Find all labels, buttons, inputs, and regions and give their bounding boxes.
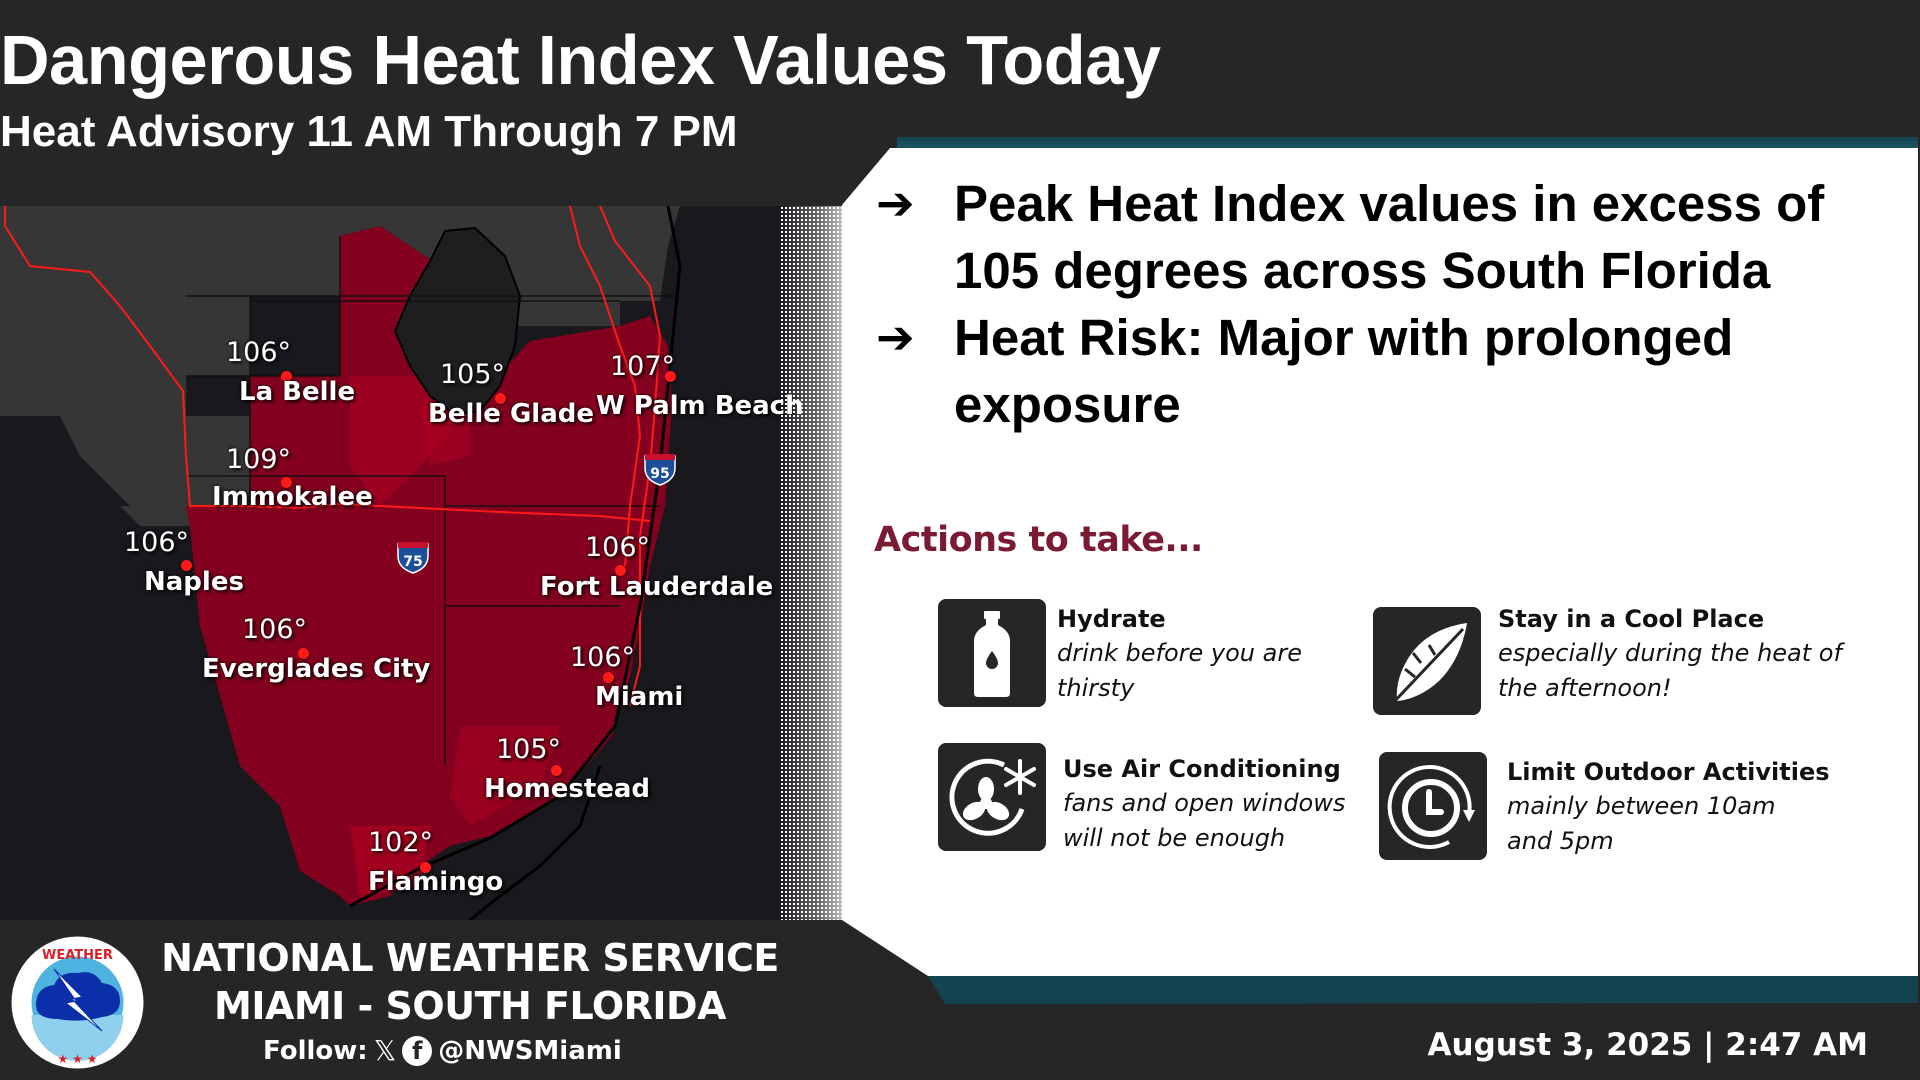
i75-shield-icon: 75 bbox=[397, 542, 429, 574]
arrow-right-icon: ➔ bbox=[876, 310, 915, 364]
city-dot-everglades-city bbox=[298, 648, 309, 659]
fan-snowflake-icon bbox=[938, 743, 1046, 851]
clock-cycle-icon bbox=[1379, 752, 1487, 860]
city-label-homestead: 105° Homestead bbox=[484, 734, 651, 805]
i95-shield-icon: 95 bbox=[644, 454, 676, 486]
nws-logo: WEATHER ★ ★ ★ bbox=[10, 935, 145, 1070]
teal-accent-top bbox=[897, 137, 1918, 149]
action-hydrate: Hydrate drink before you are thirsty bbox=[1057, 605, 1302, 702]
city-label-w-palm-beach: 107° W Palm Beach bbox=[596, 351, 804, 422]
bullet-peak-heat-index: ➔ Peak Heat Index values in excess of 10… bbox=[872, 170, 1872, 304]
social-follow: Follow: 𝕏 f @NWSMiami bbox=[263, 1033, 622, 1069]
svg-text:WEATHER: WEATHER bbox=[42, 948, 113, 963]
city-dot-homestead bbox=[551, 765, 562, 776]
x-logo-icon[interactable]: 𝕏 bbox=[373, 1034, 397, 1067]
city-dot-w-palm-beach bbox=[665, 371, 676, 382]
bullet-heat-risk: ➔ Heat Risk: Major with prolonged exposu… bbox=[872, 304, 1872, 438]
actions-heading: Actions to take... bbox=[874, 520, 1203, 560]
action-cool-place: Stay in a Cool Place especially during t… bbox=[1498, 605, 1842, 702]
social-handle[interactable]: @NWSMiami bbox=[438, 1036, 622, 1066]
city-label-immokalee: 109° Immokalee bbox=[212, 444, 373, 513]
arrow-right-icon: ➔ bbox=[876, 176, 915, 230]
city-dot-belle-glade bbox=[495, 393, 506, 404]
follow-label: Follow: bbox=[263, 1036, 368, 1066]
city-label-miami: 106° Miami bbox=[570, 642, 684, 713]
city-dot-fort-lauderdale bbox=[615, 565, 626, 576]
city-label-belle-glade: 105° Belle Glade bbox=[428, 359, 595, 430]
city-dot-flamingo bbox=[420, 862, 431, 873]
city-label-naples: 106° Naples bbox=[124, 527, 244, 598]
city-dot-naples bbox=[181, 560, 192, 571]
city-dot-la-belle bbox=[281, 371, 292, 382]
issued-datetime: August 3, 2025 | 2:47 AM bbox=[1427, 1027, 1868, 1063]
key-messages: ➔ Peak Heat Index values in excess of 10… bbox=[872, 170, 1872, 438]
advisory-subtitle: Heat Advisory 11 AM Through 7 PM bbox=[0, 107, 738, 156]
city-label-flamingo: 102° Flamingo bbox=[368, 827, 504, 898]
svg-text:★ ★ ★: ★ ★ ★ bbox=[58, 1052, 98, 1066]
org-name: NATIONAL WEATHER SERVICE bbox=[161, 936, 779, 980]
city-label-fort-lauderdale: 106° Fort Lauderdale bbox=[540, 532, 774, 603]
water-bottle-icon bbox=[938, 599, 1046, 707]
city-dot-immokalee bbox=[281, 477, 292, 488]
city-dot-miamia bbox=[603, 672, 614, 683]
office-name: MIAMI - SOUTH FLORIDA bbox=[214, 984, 727, 1028]
svg-text:95: 95 bbox=[650, 466, 669, 482]
heat-index-map: 75 95 106° La Belle 105° Belle Glade 107… bbox=[0, 206, 860, 920]
leaf-icon bbox=[1373, 607, 1481, 715]
page-title: Dangerous Heat Index Values Today bbox=[0, 21, 1161, 99]
action-air-conditioning: Use Air Conditioning fans and open windo… bbox=[1063, 755, 1346, 852]
city-label-la-belle: 106° La Belle bbox=[226, 337, 356, 408]
svg-text:75: 75 bbox=[403, 554, 422, 570]
city-label-everglades-city: 106° Everglades City bbox=[202, 614, 431, 685]
south-florida-map-graphic: 75 95 bbox=[0, 206, 860, 920]
facebook-icon[interactable]: f bbox=[402, 1036, 433, 1066]
action-limit-outdoor: Limit Outdoor Activities mainly between … bbox=[1507, 758, 1830, 855]
